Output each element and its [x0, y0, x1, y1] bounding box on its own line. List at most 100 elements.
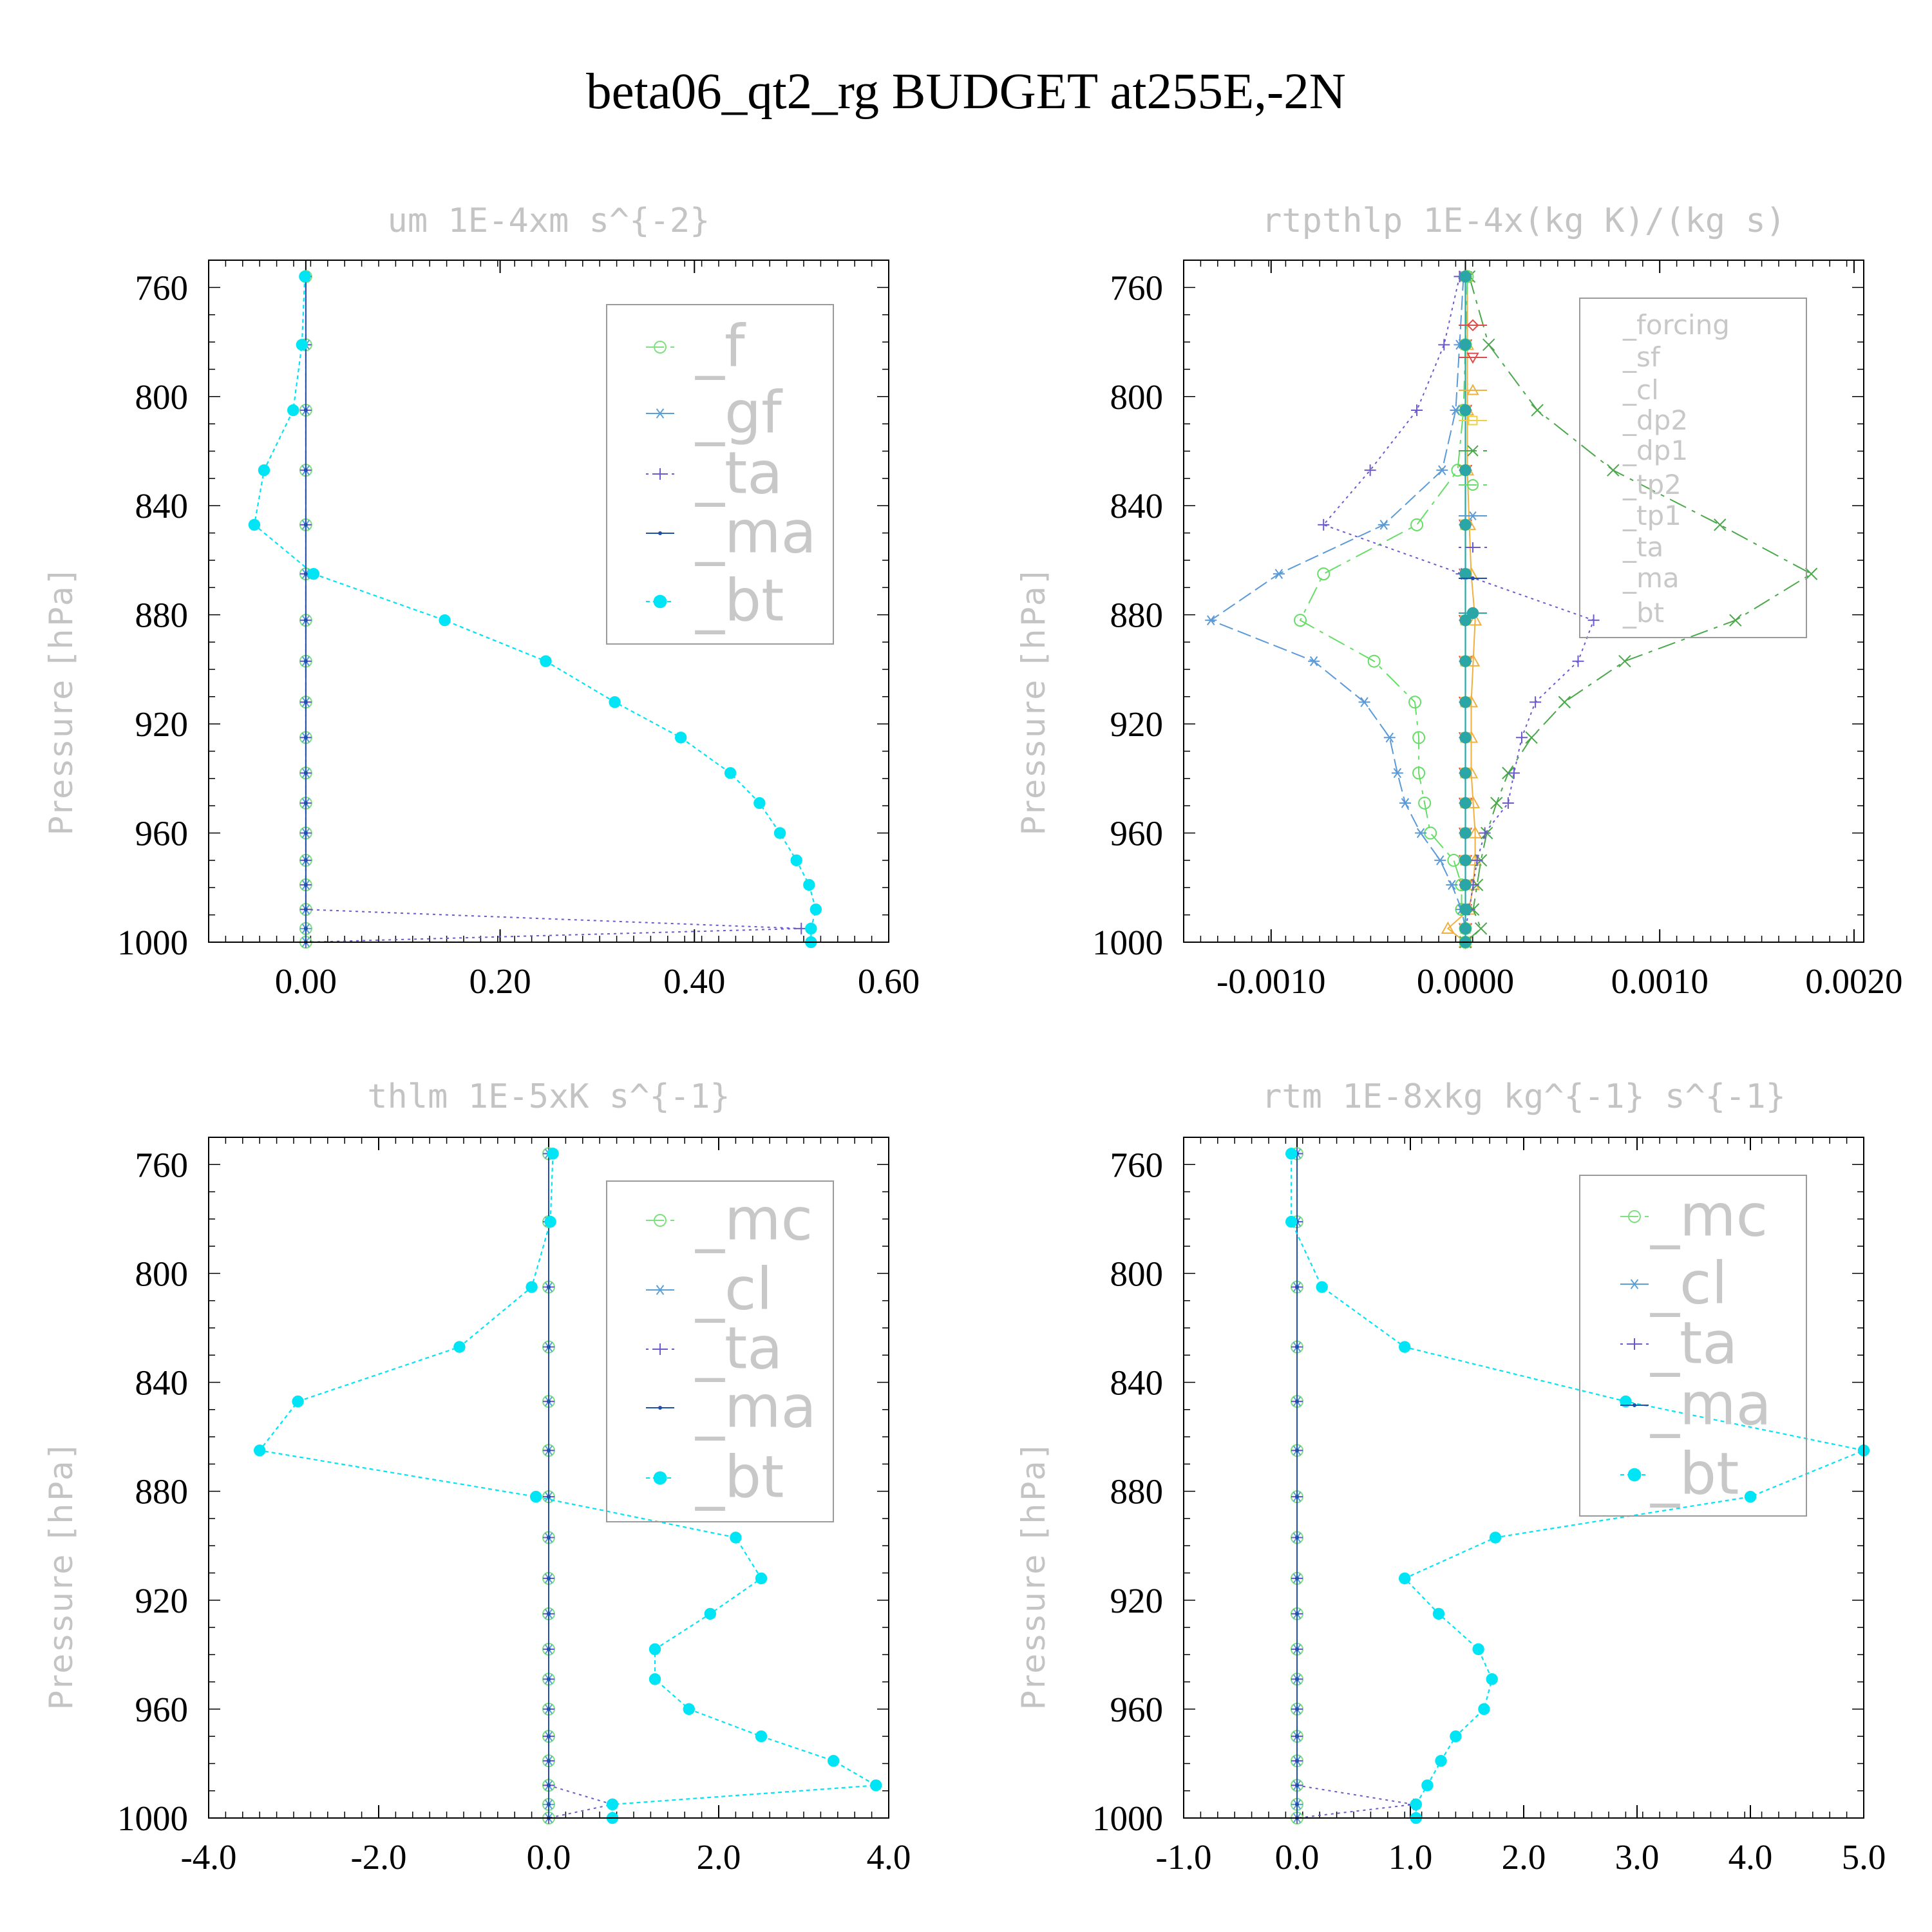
x-tick-label: 2.0 [697, 1837, 741, 1877]
legend-label: _dp2 [1622, 404, 1688, 436]
data-point [439, 614, 451, 627]
series-bt [248, 270, 822, 949]
legend-marker [1466, 607, 1479, 620]
data-point [296, 339, 308, 351]
legend-label: _ma [1622, 562, 1680, 594]
data-point [547, 1535, 551, 1540]
data-point [1295, 1576, 1299, 1580]
y-tick-label: 880 [135, 596, 189, 635]
data-point [1714, 518, 1727, 531]
x-tick-label: 0.0 [1275, 1837, 1320, 1877]
legend-marker [654, 468, 666, 480]
data-point [303, 618, 308, 623]
data-point [1459, 732, 1472, 744]
y-tick-label: 880 [1110, 1472, 1164, 1511]
x-tick-label: 0.20 [469, 961, 531, 1001]
legend-marker [653, 1471, 667, 1485]
plot-frame [208, 1137, 889, 1819]
legend-marker [654, 408, 666, 419]
data-point [1459, 655, 1472, 667]
data-point [1383, 732, 1396, 743]
x-tick-label: 0.60 [858, 961, 920, 1001]
data-point [292, 1395, 304, 1408]
data-point [1295, 1647, 1299, 1651]
data-point [1450, 1730, 1462, 1743]
data-point [303, 800, 308, 805]
data-point [547, 1148, 559, 1160]
legend-marker [1468, 415, 1478, 426]
data-point [828, 1755, 840, 1767]
legend-item: _bt [646, 1444, 784, 1511]
legend-marker [654, 1343, 666, 1355]
data-point [248, 518, 261, 531]
legend-label: _bt [695, 1444, 784, 1511]
data-point [544, 1215, 556, 1228]
data-point [649, 1643, 661, 1656]
legend-label: _dp1 [1622, 435, 1688, 466]
data-point [1295, 1448, 1299, 1453]
y-tick-label: 840 [1110, 1363, 1164, 1403]
panel-rtm: rtm 1E-8xkg kg^{-1} s^{-1} Pressure [hPa… [1015, 1077, 1886, 1877]
x-tick-label: 3.0 [1615, 1837, 1660, 1877]
y-axis-label: Pressure [hPa] [43, 569, 80, 836]
legend-item: _dp1 [1459, 435, 1688, 466]
data-point [704, 1607, 717, 1620]
legend-item: _ta [1620, 1310, 1738, 1378]
y-tick-label: 1000 [1092, 923, 1163, 962]
data-point [254, 1444, 266, 1457]
data-point [1295, 1677, 1299, 1681]
data-point [649, 1673, 661, 1685]
data-point [1459, 767, 1472, 779]
data-point [1412, 731, 1426, 744]
legend-label: _bt [695, 567, 784, 635]
series-bt [1285, 1148, 1870, 1824]
data-point [547, 1576, 551, 1580]
series-bt [1459, 270, 1472, 949]
data-point [1468, 826, 1482, 838]
data-point [303, 883, 308, 887]
data-point [1399, 1572, 1411, 1585]
data-point [1468, 613, 1482, 626]
data-point [1558, 696, 1571, 708]
data-point [526, 1281, 538, 1293]
data-point [1459, 518, 1472, 531]
data-point [307, 567, 320, 580]
data-point [1459, 878, 1472, 891]
y-tick-label: 960 [1110, 814, 1164, 853]
data-point [1459, 270, 1472, 283]
data-point [1410, 518, 1424, 531]
y-tick-label: 880 [135, 1472, 189, 1511]
x-tick-label: 0.0020 [1805, 961, 1902, 1001]
y-axis-label: Pressure [hPa] [43, 1443, 80, 1710]
legend-label: _tp1 [1622, 500, 1681, 531]
data-point [1530, 696, 1542, 708]
y-axis-label: Pressure [hPa] [1015, 1443, 1052, 1710]
data-point [609, 696, 621, 708]
y-axis-label: Pressure [hPa] [1015, 569, 1052, 836]
legend-item: _f [646, 313, 746, 381]
legend-item: _ta [1459, 531, 1663, 563]
series-dp1 [1459, 270, 1818, 949]
data-point [1459, 404, 1472, 417]
legend-item: _cl [646, 1256, 773, 1323]
y-tick-label: 840 [135, 486, 189, 526]
data-point [1295, 1759, 1299, 1763]
data-point [790, 854, 802, 867]
panel-title: thlm 1E-5xK s^{-1} [367, 1077, 730, 1116]
data-point [1421, 1779, 1434, 1792]
data-point [303, 468, 308, 473]
data-point [1295, 1783, 1299, 1788]
data-point [303, 735, 308, 740]
data-point [1618, 654, 1631, 668]
x-tick-label: -2.0 [350, 1837, 406, 1877]
data-point [1316, 1281, 1328, 1293]
x-tick-label: 4.0 [1728, 1837, 1773, 1877]
x-tick-label: 2.0 [1502, 1837, 1546, 1877]
legend-marker [1629, 1338, 1640, 1350]
y-tick-label: 920 [1110, 705, 1164, 744]
data-point [303, 831, 308, 835]
legend-item: _sf [1459, 341, 1661, 373]
data-point [547, 1399, 551, 1404]
data-point [803, 878, 815, 891]
x-tick-label: 0.0000 [1417, 961, 1514, 1001]
